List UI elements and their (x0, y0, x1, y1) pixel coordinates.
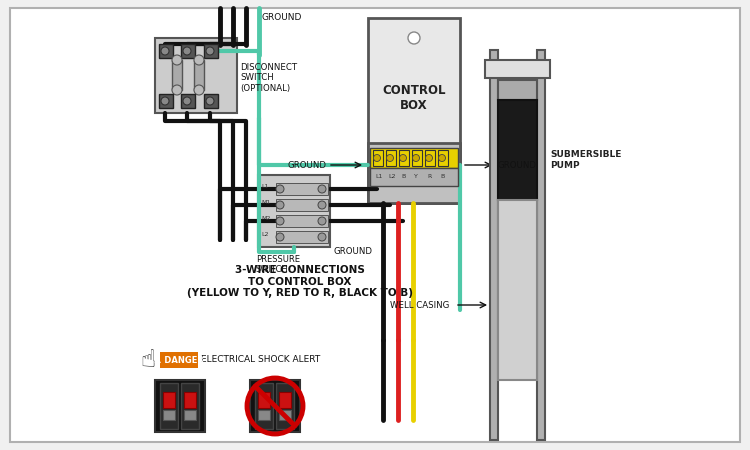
Bar (412, 150, 422, 166)
Bar (276, 231, 328, 243)
Circle shape (318, 185, 326, 193)
Bar (368, 143, 460, 203)
Text: DISCONNECT
SWITCH
(OPTIONAL): DISCONNECT SWITCH (OPTIONAL) (240, 63, 297, 93)
Text: CONTROL
BOX: CONTROL BOX (382, 84, 446, 112)
Circle shape (276, 201, 284, 209)
Text: WELL CASING: WELL CASING (390, 301, 449, 310)
Circle shape (183, 97, 191, 105)
Bar (204, 44, 218, 58)
Bar (181, 383, 199, 429)
Text: L2: L2 (261, 233, 268, 238)
Bar (373, 150, 383, 166)
Bar (370, 148, 458, 168)
Text: PRESSURE
SWITCH: PRESSURE SWITCH (256, 255, 300, 274)
Circle shape (183, 47, 191, 55)
Bar (258, 175, 330, 247)
Circle shape (318, 201, 326, 209)
Bar (258, 392, 270, 408)
Text: L2: L2 (388, 175, 395, 180)
Bar (155, 38, 237, 113)
Circle shape (318, 217, 326, 225)
Circle shape (194, 55, 204, 65)
Text: M2: M2 (261, 216, 270, 221)
Circle shape (413, 154, 419, 162)
Text: GROUND: GROUND (262, 14, 302, 22)
Text: B: B (440, 175, 444, 180)
Text: GROUND: GROUND (288, 161, 327, 170)
Bar (276, 183, 328, 195)
Circle shape (374, 154, 380, 162)
Text: M1: M1 (261, 201, 270, 206)
Bar (279, 410, 291, 420)
Bar (184, 392, 196, 408)
Bar (181, 44, 195, 58)
Bar (163, 392, 175, 408)
Bar (279, 392, 291, 408)
Circle shape (161, 47, 169, 55)
Text: ELECTRICAL SHOCK ALERT: ELECTRICAL SHOCK ALERT (201, 356, 320, 364)
Circle shape (276, 217, 284, 225)
Text: L1: L1 (375, 175, 382, 180)
Bar (204, 94, 218, 108)
Bar (485, 60, 550, 78)
Circle shape (172, 55, 182, 65)
Bar (386, 150, 396, 166)
Bar (438, 150, 448, 166)
Text: Y: Y (414, 175, 418, 180)
Bar (399, 150, 409, 166)
Bar (160, 383, 178, 429)
Circle shape (194, 85, 204, 95)
Bar (537, 50, 545, 440)
Circle shape (276, 233, 284, 241)
Bar (255, 383, 273, 429)
Circle shape (400, 154, 406, 162)
Text: L1: L1 (261, 184, 268, 189)
Circle shape (425, 154, 433, 162)
Text: 3-WIRE CONNECTIONS
TO CONTROL BOX
(YELLOW TO Y, RED TO R, BLACK TO B): 3-WIRE CONNECTIONS TO CONTROL BOX (YELLO… (187, 265, 413, 298)
Bar (250, 380, 300, 432)
Text: ⚠ DANGER: ⚠ DANGER (154, 356, 204, 364)
Bar (425, 150, 435, 166)
Bar (498, 100, 537, 200)
Bar (276, 199, 328, 211)
Circle shape (206, 97, 214, 105)
Bar (159, 44, 173, 58)
Circle shape (161, 97, 169, 105)
Circle shape (439, 154, 446, 162)
Bar (498, 80, 537, 100)
Bar (368, 18, 460, 203)
Circle shape (276, 185, 284, 193)
Bar (498, 200, 537, 380)
Bar (159, 94, 173, 108)
Bar (163, 410, 175, 420)
Bar (276, 215, 328, 227)
Circle shape (318, 233, 326, 241)
Text: R: R (427, 175, 431, 180)
Circle shape (206, 47, 214, 55)
Circle shape (386, 154, 394, 162)
Text: GROUND: GROUND (498, 161, 537, 170)
Circle shape (172, 85, 182, 95)
Bar (160, 352, 198, 368)
Bar (276, 383, 294, 429)
Text: SUBMERSIBLE
PUMP: SUBMERSIBLE PUMP (550, 150, 621, 170)
Bar (155, 380, 205, 432)
Text: B: B (401, 175, 405, 180)
Circle shape (408, 32, 420, 44)
Text: GROUND: GROUND (333, 248, 372, 256)
Bar (181, 94, 195, 108)
Text: ☝: ☝ (140, 348, 156, 372)
Bar (172, 60, 182, 90)
Bar (490, 50, 498, 440)
Bar (258, 410, 270, 420)
Bar (184, 410, 196, 420)
Bar (194, 60, 204, 90)
Bar (370, 168, 458, 186)
